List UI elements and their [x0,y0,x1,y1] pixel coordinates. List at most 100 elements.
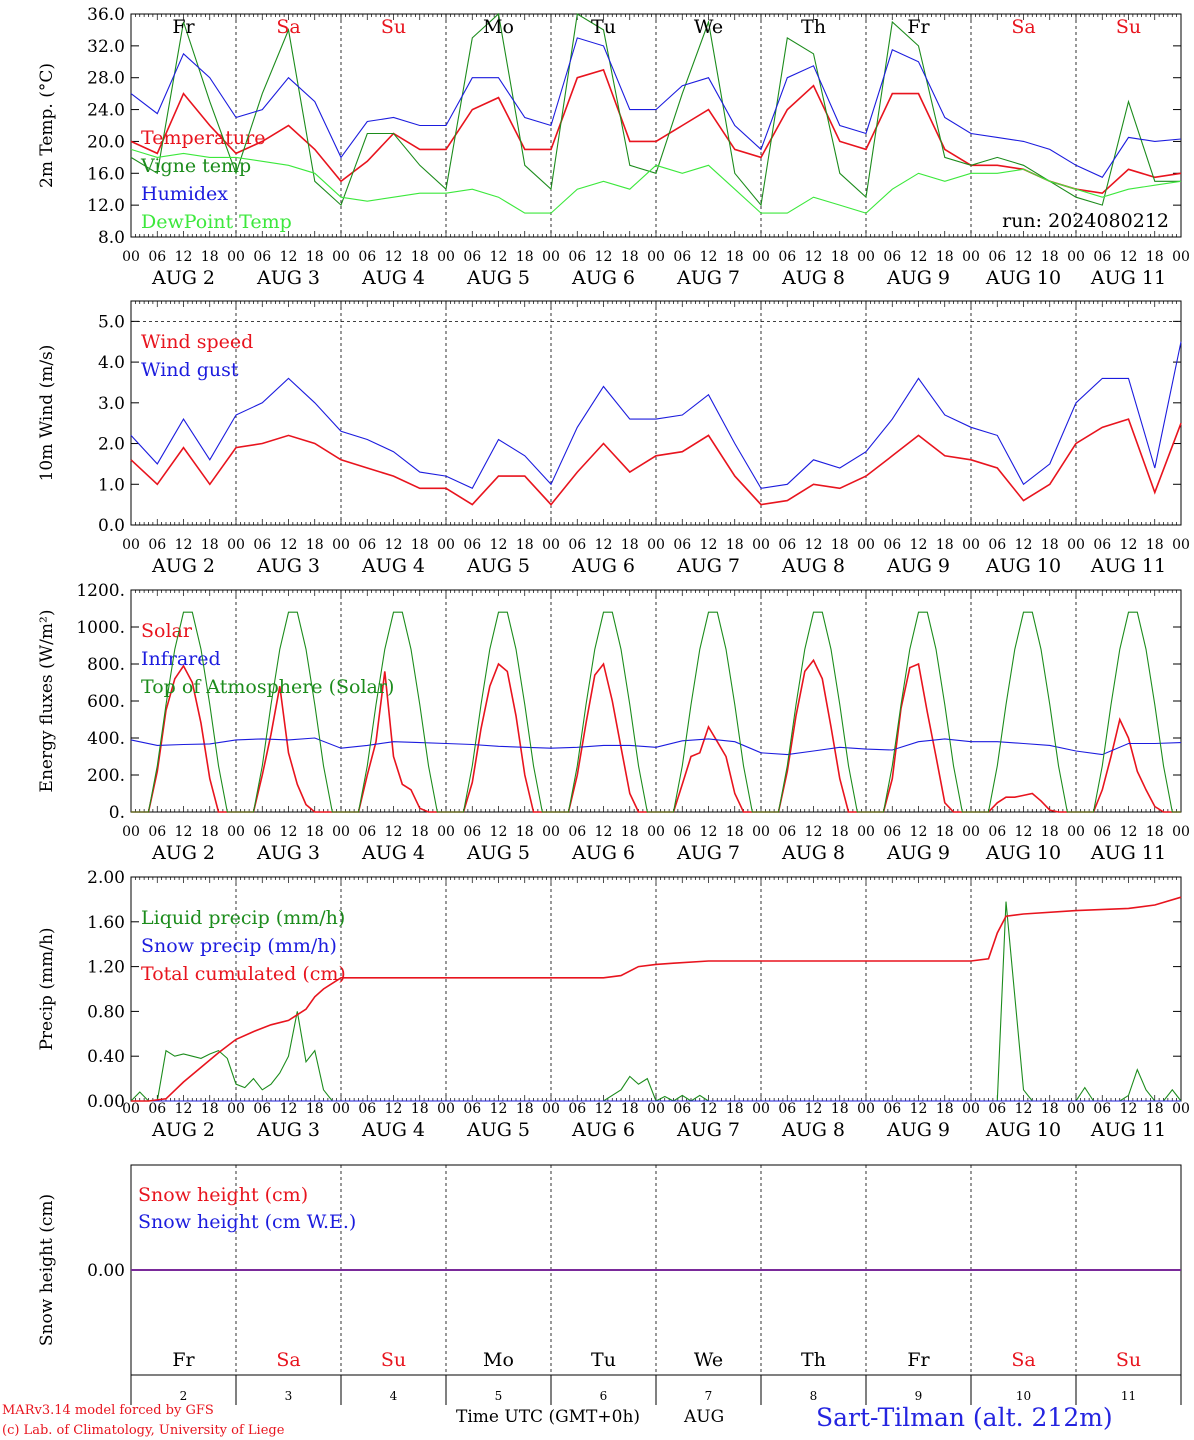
y-tick-label: 0. [109,803,125,823]
date-label: AUG 3 [256,267,320,289]
hour-tick-label: 00 [962,1101,980,1117]
y-tick-label: 24.0 [87,101,125,121]
hour-tick-label: 18 [936,1101,954,1117]
hour-tick-label: 18 [936,824,954,840]
day-number-label: 9 [915,1389,923,1403]
hour-tick-label: 12 [385,249,403,265]
hour-tick-label: 18 [516,1101,534,1117]
series-line [131,611,1181,813]
hour-tick-label: 18 [201,249,219,265]
hour-tick-label: 18 [411,824,429,840]
hour-tick-label: 12 [385,537,403,553]
date-label: AUG 3 [256,555,320,577]
footer-model: MARv3.14 model forced by GFS [2,1403,214,1418]
date-label: AUG 8 [781,1119,845,1141]
day-number-label: 7 [705,1389,713,1403]
y-axis-label: Precip (mm/h) [37,927,57,1050]
hour-tick-label: 00 [1067,249,1085,265]
hour-tick-label: 18 [726,824,744,840]
day-name-label: Su [381,1349,406,1371]
hour-tick-label: 12 [700,249,718,265]
hour-tick-label: 00 [1067,824,1085,840]
y-tick-label: 5.0 [98,312,125,332]
hour-tick-label: 18 [621,249,639,265]
hour-tick-label: 12 [1120,537,1138,553]
hour-tick-label: 00 [542,824,560,840]
hour-tick-label: 18 [831,537,849,553]
hour-tick-label: 12 [175,824,193,840]
y-tick-label: 20.0 [87,132,125,152]
legend-entry: Wind gust [141,359,239,381]
date-label: AUG 10 [985,555,1061,577]
hour-tick-label: 12 [700,537,718,553]
hour-tick-label: 12 [1120,249,1138,265]
panel-frame [130,300,1182,526]
day-number-label: 4 [390,1389,398,1403]
date-label: AUG 6 [571,555,635,577]
day-name-label: Fr [172,1349,195,1371]
legend-entry: DewPoint Temp [141,211,292,233]
y-axis-label: Energy fluxes (W/m²) [37,610,57,793]
hour-tick-label: 00 [962,249,980,265]
hour-tick-label: 12 [280,249,298,265]
hour-tick-label: 18 [831,824,849,840]
date-label: AUG 9 [886,267,950,289]
day-number-label: 5 [495,1389,503,1403]
hour-tick-label: 12 [595,249,613,265]
legend-entry: Liquid precip (mm/h) [141,907,345,929]
hour-tick-label: 06 [463,1101,481,1117]
hour-tick-label: 00 [1067,537,1085,553]
day-name-label: Fr [907,16,930,38]
hour-tick-label: 06 [1093,824,1111,840]
y-tick-label: 12.0 [87,196,125,216]
date-label: AUG 2 [151,267,215,289]
hour-tick-label: 00 [647,1101,665,1117]
y-tick-label: 0.80 [87,1002,125,1022]
hour-tick-label: 12 [595,537,613,553]
hour-tick-label: 00 [857,537,875,553]
series-line [130,12,1181,207]
hour-tick-label: 12 [910,1101,928,1117]
hour-tick-label: 00 [122,249,140,265]
hour-tick-label: 00 [752,1101,770,1117]
hour-tick-label: 12 [595,824,613,840]
date-label: AUG 6 [571,842,635,864]
hour-tick-label: 06 [463,537,481,553]
hour-tick-label: 06 [673,537,691,553]
hour-tick-label: 06 [358,537,376,553]
date-label: AUG 8 [781,555,845,577]
series-line [130,341,1182,490]
hour-tick-label: 12 [910,537,928,553]
hour-tick-label: 18 [306,537,324,553]
y-tick-label: 4.0 [98,353,125,373]
hour-tick-label: 06 [568,249,586,265]
hour-tick-label: 06 [253,249,271,265]
y-tick-label: 1.60 [87,913,125,933]
hour-tick-label: 06 [463,249,481,265]
day-name-label: Mo [483,16,514,38]
legend-entry: Humidex [141,183,228,205]
hour-tick-label: 12 [490,249,508,265]
footer-station: Sart-Tilman (alt. 212m) [816,1403,1113,1432]
hour-tick-label: 00 [752,249,770,265]
date-label: AUG 4 [361,267,425,289]
day-name-label: Su [381,16,406,38]
date-label: AUG 3 [256,842,320,864]
y-tick-label: 200. [87,766,125,786]
hour-tick-label: 18 [1146,537,1164,553]
hour-tick-label: 06 [568,537,586,553]
hour-tick-label: 18 [516,249,534,265]
date-label: AUG 4 [361,842,425,864]
day-name-label: Sa [1011,1349,1035,1371]
hour-tick-label: 06 [988,537,1006,553]
hour-tick-label: 18 [306,249,324,265]
y-tick-label: 1200. [76,581,125,601]
hour-tick-label: 18 [936,537,954,553]
legend-entry: Wind speed [141,331,253,353]
date-label: AUG 9 [886,555,950,577]
legend-entry: Snow precip (mm/h) [141,935,337,957]
footer: MARv3.14 model forced by GFS (c) Lab. of… [2,1403,1113,1438]
hour-tick-label: 00 [752,537,770,553]
series-line [131,896,1182,1102]
hour-tick-label: 12 [175,249,193,265]
